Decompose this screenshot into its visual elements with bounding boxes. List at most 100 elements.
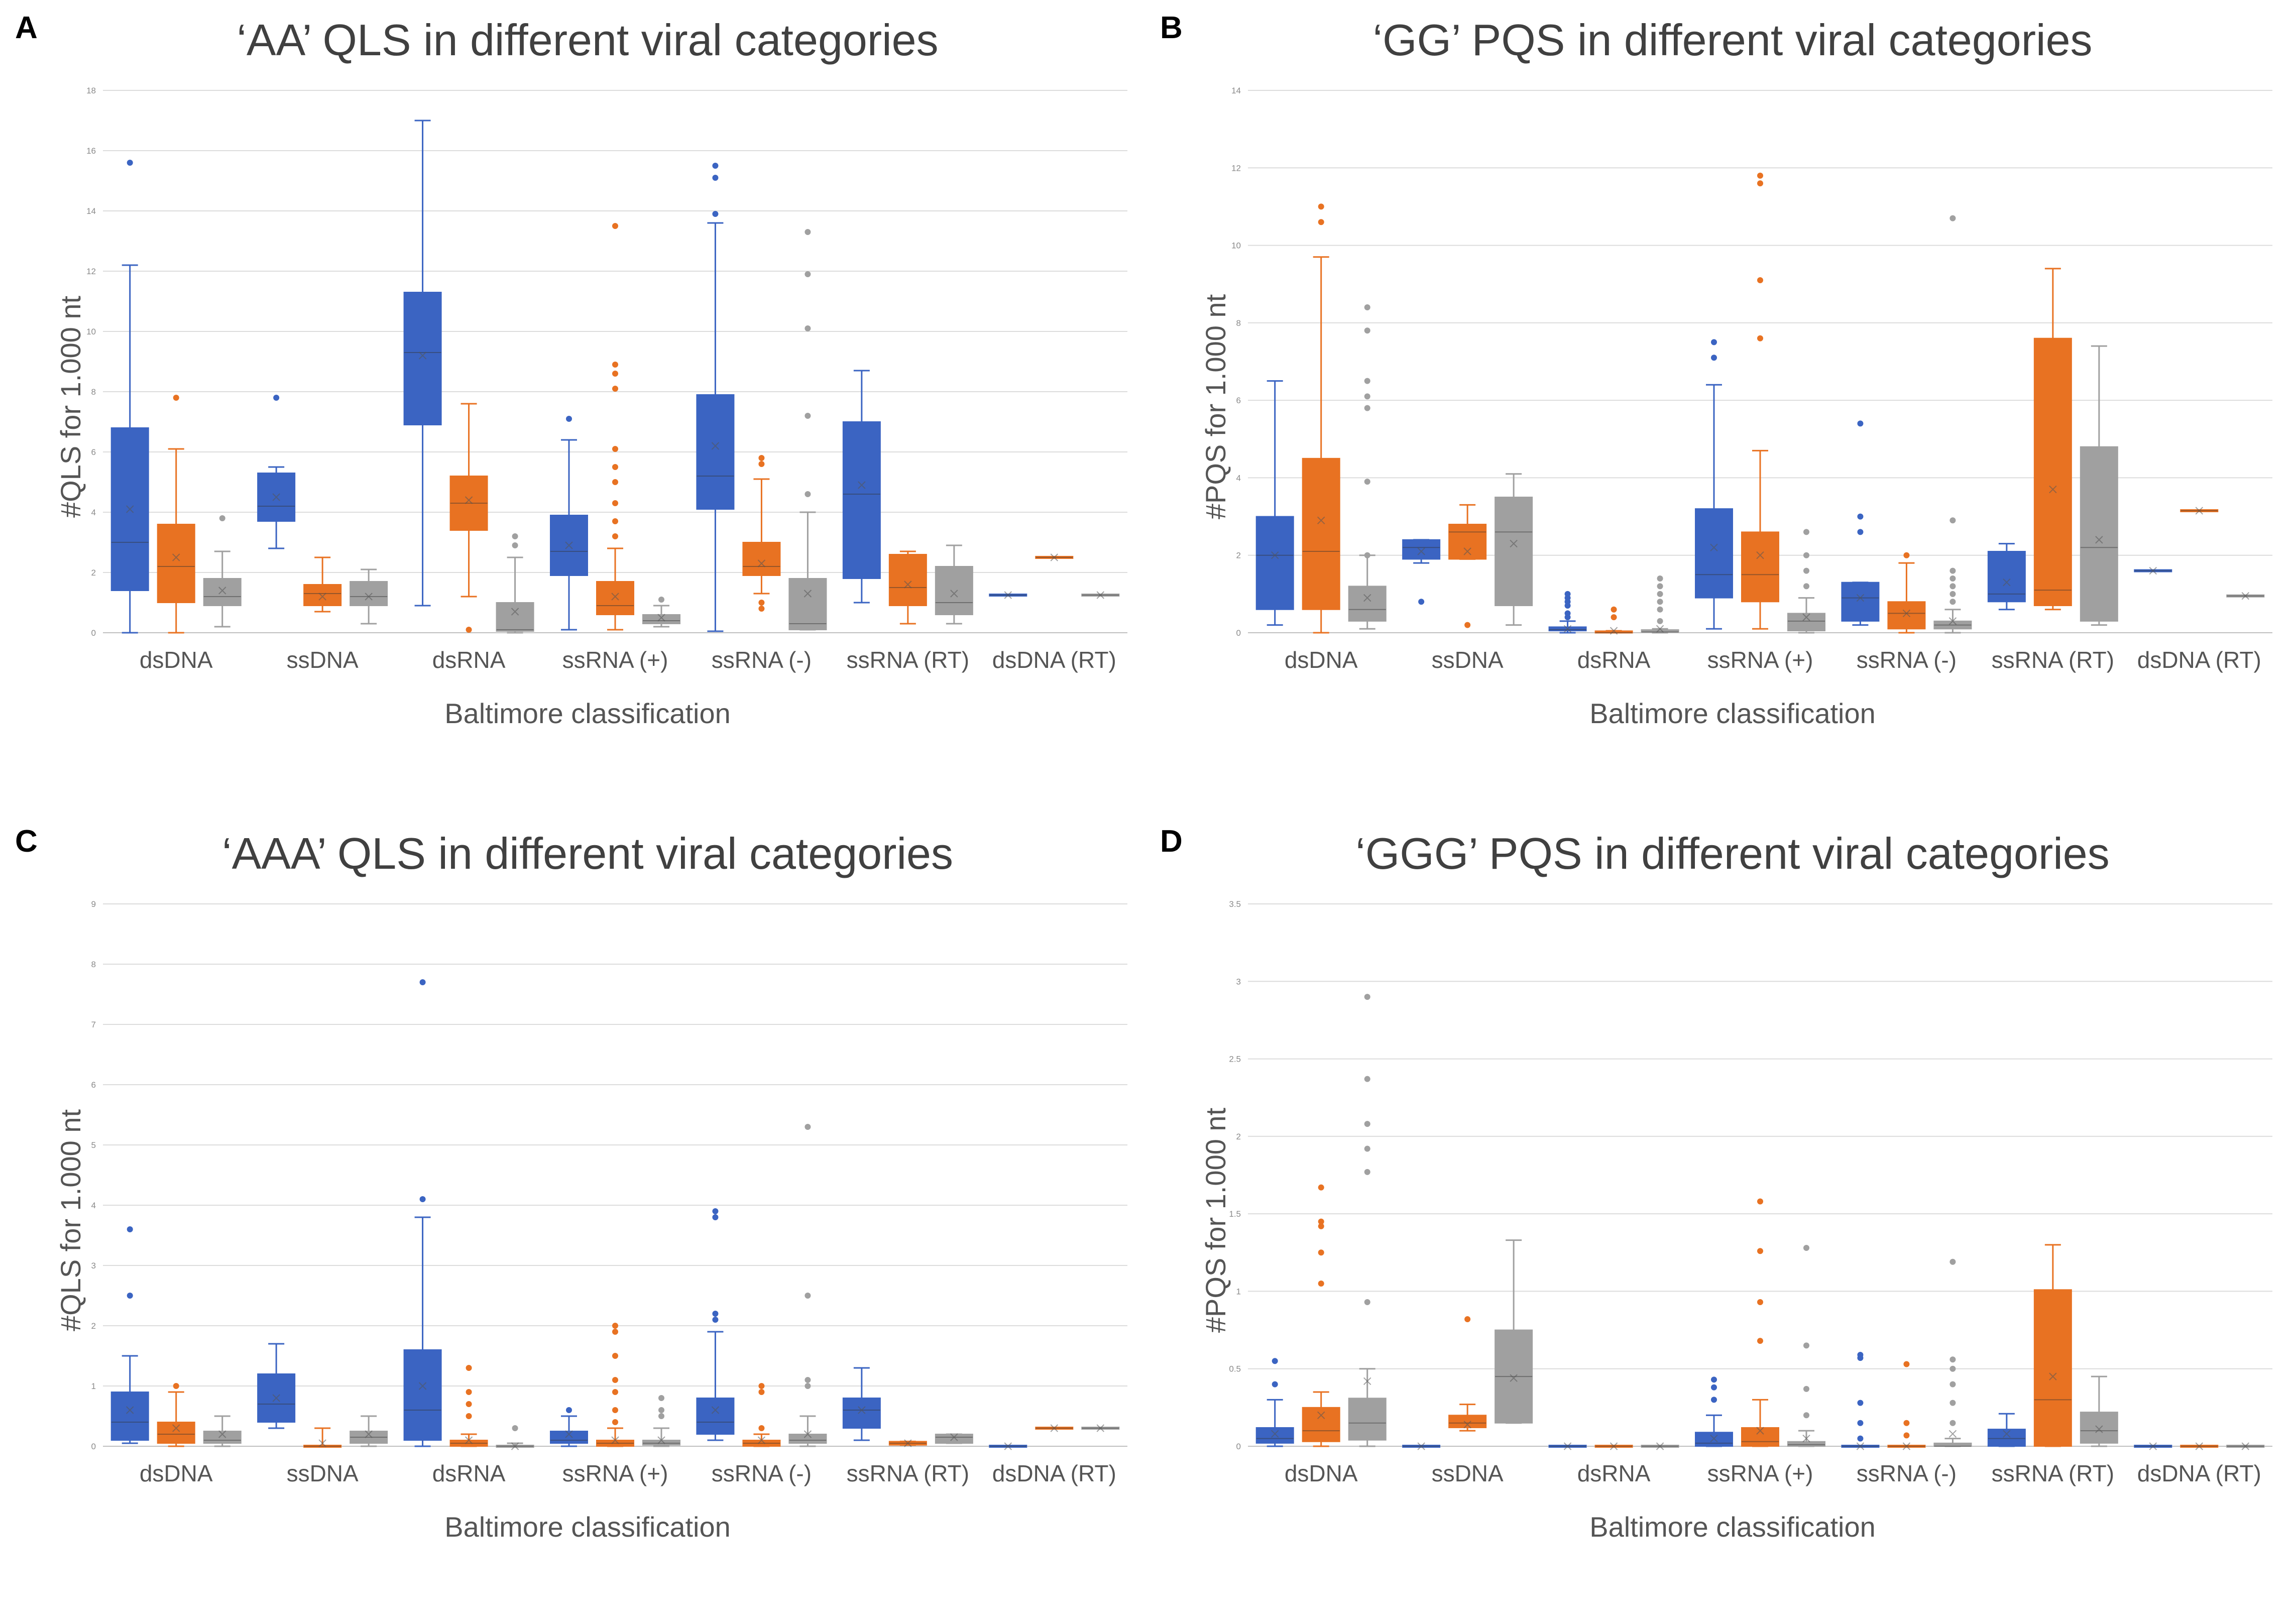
outlier-point [1611, 614, 1617, 621]
box-dsdna-rt--series-2 [2180, 1442, 2219, 1450]
x-tick-label: ssDNA [287, 1460, 359, 1486]
box-body [1887, 601, 1926, 630]
outlier-point [1803, 529, 1809, 535]
mean-marker [1656, 625, 1664, 633]
mean-marker [611, 593, 619, 601]
outlier-point [1364, 378, 1370, 384]
box-ssrna--series-3 [788, 229, 827, 631]
box-dsdna-series-1 [1255, 380, 1294, 626]
mean-marker [1756, 551, 1764, 559]
box-ssrna--series-1 [1695, 339, 1733, 630]
mean-marker [218, 1430, 226, 1438]
outlier-point [1564, 610, 1571, 617]
outlier-point [1949, 1420, 1956, 1426]
outlier-point [658, 597, 664, 603]
box-body [1495, 1329, 1533, 1424]
box-ssrna--series-3 [642, 597, 680, 628]
outlier-point [1949, 575, 1956, 582]
x-tick-label: ssRNA (-) [712, 1460, 812, 1486]
y-tick-label: 1 [91, 1381, 96, 1391]
mean-marker [465, 1436, 473, 1444]
box-ssdna-series-3 [1495, 1239, 1533, 1424]
outlier-point [1949, 591, 1956, 597]
x-tick-label: dsDNA (RT) [2137, 1460, 2261, 1486]
x-tick-label: ssRNA (RT) [1992, 1460, 2115, 1486]
box-body [496, 602, 534, 632]
box-body [1841, 582, 1880, 622]
box-dsdna-rt--series-3 [1081, 1424, 1120, 1432]
box-dsdna-rt--series-3 [2226, 1442, 2265, 1450]
chart-title: ‘AAA’ QLS in different viral categories [222, 829, 953, 878]
box-body [403, 1349, 442, 1441]
box-body [1302, 1407, 1340, 1442]
box-body [1741, 531, 1779, 603]
outlier-point [612, 1323, 618, 1329]
outlier-point [1711, 1397, 1717, 1403]
box-ssdna-series-1 [257, 1343, 296, 1429]
mean-marker [365, 1430, 373, 1438]
mean-marker [1856, 594, 1865, 602]
mean-marker [1004, 591, 1012, 599]
mean-marker [2003, 1430, 2011, 1438]
x-tick-label: dsDNA [1285, 1460, 1358, 1486]
y-tick-label: 2 [91, 568, 96, 577]
box-dsdna-series-3 [203, 515, 242, 628]
outlier-point [1564, 591, 1571, 597]
outlier-point [1903, 1420, 1910, 1426]
outlier-point [566, 416, 572, 422]
outlier-point [219, 515, 225, 521]
mean-marker [611, 1436, 619, 1444]
mean-marker [1417, 547, 1425, 555]
box-ssrna--series-1 [550, 1407, 588, 1447]
panel-b: B ‘GG’ PQS in different viral categories… [1155, 10, 2290, 793]
box-dsdna-series-3 [1348, 994, 1387, 1447]
outlier-point [1364, 479, 1370, 485]
outlier-point [1364, 1145, 1370, 1152]
outlier-point [127, 1293, 133, 1299]
mean-marker [318, 593, 326, 601]
mean-marker [511, 608, 519, 616]
box-dsdna-rt--series-1 [989, 1442, 1027, 1450]
mean-marker [2241, 592, 2249, 600]
mean-marker [1856, 1442, 1865, 1450]
outlier-point [712, 1208, 719, 1214]
box-body [157, 524, 195, 603]
outlier-point [805, 229, 811, 235]
outlier-point [1364, 405, 1370, 411]
outlier-point [1857, 513, 1864, 520]
box-ssrna--series-2 [596, 223, 634, 631]
box-body [1787, 613, 1825, 632]
box-dsdna-rt--series-2 [1035, 553, 1074, 561]
y-tick-label: 1 [1236, 1287, 1241, 1296]
outlier-point [1803, 552, 1809, 558]
box-ssrna-rt--series-1 [1987, 543, 2026, 611]
box-ssrna-rt--series-3 [935, 544, 973, 625]
box-ssrna-rt--series-1 [842, 1367, 881, 1441]
outlier-point [1803, 1412, 1809, 1419]
y-tick-label: 8 [1236, 318, 1241, 328]
chart-panel-c: ‘AAA’ QLS in different viral categories … [55, 829, 1127, 1543]
x-tick-label: dsDNA (RT) [992, 1460, 1116, 1486]
mean-marker [1363, 1377, 1371, 1385]
box-body [788, 1434, 827, 1444]
x-tick-label: ssRNA (RT) [1992, 647, 2115, 673]
outlier-point [1803, 583, 1809, 590]
outlier-point [1318, 219, 1324, 225]
box-ssrna-rt--series-3 [2080, 345, 2118, 626]
mean-marker [2095, 1425, 2103, 1433]
box-body [403, 292, 442, 425]
x-tick-label: dsDNA (RT) [992, 647, 1116, 673]
y-tick-label: 14 [86, 206, 96, 216]
outlier-point [758, 1389, 765, 1395]
outlier-point [712, 1317, 719, 1323]
box-ssrna--series-3 [642, 1395, 680, 1447]
mean-marker [1802, 1434, 1810, 1443]
box-dsrna-series-2 [449, 403, 488, 633]
mean-marker [1756, 1427, 1764, 1435]
box-ssrna-rt--series-3 [2080, 1375, 2118, 1447]
outlier-point [1464, 1316, 1471, 1322]
outlier-point [658, 1413, 664, 1419]
outlier-point [1318, 1281, 1324, 1287]
y-tick-label: 14 [1231, 86, 1241, 95]
box-body [842, 1398, 881, 1429]
